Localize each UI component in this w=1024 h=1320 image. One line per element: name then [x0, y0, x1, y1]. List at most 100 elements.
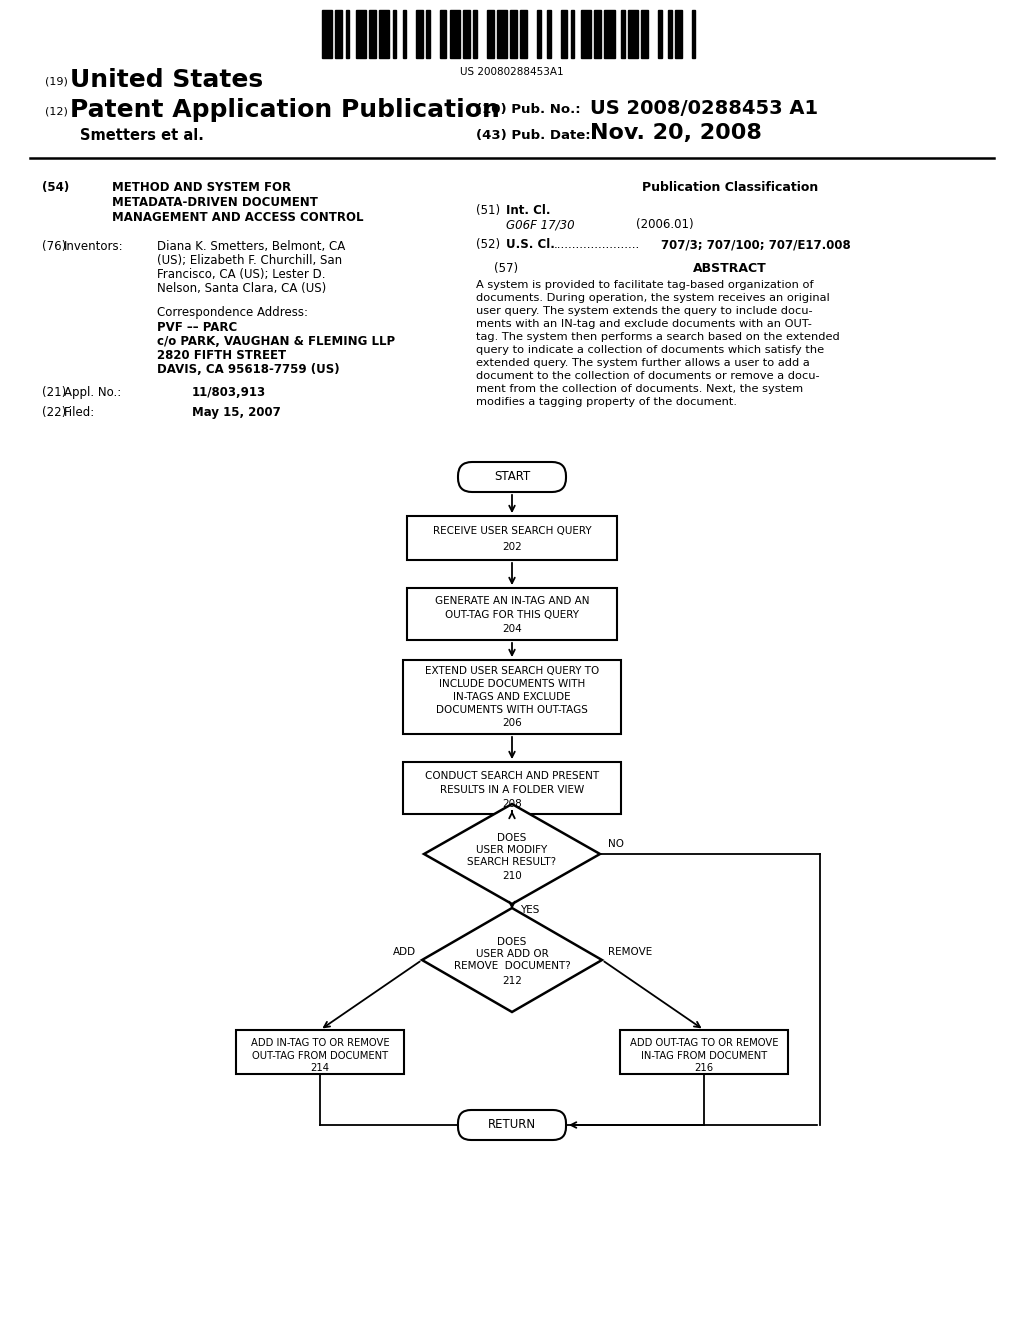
Text: .......................: ....................... [554, 238, 640, 251]
Text: 210: 210 [502, 871, 522, 880]
Text: 214: 214 [310, 1063, 330, 1073]
Text: ADD OUT-TAG TO OR REMOVE: ADD OUT-TAG TO OR REMOVE [630, 1038, 778, 1048]
Text: U.S. Cl.: U.S. Cl. [506, 238, 555, 251]
Text: US 20080288453A1: US 20080288453A1 [460, 67, 564, 77]
Bar [473, 11, 477, 58]
Bar [675, 11, 682, 58]
Text: ADD IN-TAG TO OR REMOVE: ADD IN-TAG TO OR REMOVE [251, 1038, 389, 1048]
Text: 212: 212 [502, 975, 522, 986]
Text: Diana K. Smetters, Belmont, CA: Diana K. Smetters, Belmont, CA [157, 240, 345, 253]
Text: NO: NO [608, 840, 624, 849]
Text: documents. During operation, the system receives an original: documents. During operation, the system … [476, 293, 829, 304]
Text: CONDUCT SEARCH AND PRESENT: CONDUCT SEARCH AND PRESENT [425, 771, 599, 781]
Bar [641, 11, 648, 58]
Bar [463, 11, 470, 58]
Bar [486, 11, 494, 58]
Text: (51): (51) [476, 205, 500, 216]
Text: MANAGEMENT AND ACCESS CONTROL: MANAGEMENT AND ACCESS CONTROL [112, 211, 364, 224]
Text: (10) Pub. No.:: (10) Pub. No.: [476, 103, 581, 116]
Text: OUT-TAG FROM DOCUMENT: OUT-TAG FROM DOCUMENT [252, 1051, 388, 1061]
Text: US 2008/0288453 A1: US 2008/0288453 A1 [590, 99, 818, 117]
Text: (52): (52) [476, 238, 500, 251]
Polygon shape [422, 908, 602, 1012]
Text: YES: YES [520, 906, 540, 915]
Text: INCLUDE DOCUMENTS WITH: INCLUDE DOCUMENTS WITH [439, 678, 585, 689]
Text: Int. Cl.: Int. Cl. [506, 205, 551, 216]
Bar [439, 11, 446, 58]
Bar [407, 587, 617, 640]
Text: DOES: DOES [498, 833, 526, 843]
Text: (2006.01): (2006.01) [636, 218, 693, 231]
Text: (19): (19) [45, 77, 68, 87]
Text: ments with an IN-tag and exclude documents with an OUT-: ments with an IN-tag and exclude documen… [476, 319, 812, 329]
Text: RESULTS IN A FOLDER VIEW: RESULTS IN A FOLDER VIEW [440, 785, 584, 795]
Text: Filed:: Filed: [63, 407, 95, 418]
Bar [658, 11, 662, 58]
Bar [345, 11, 349, 58]
Text: Correspondence Address:: Correspondence Address: [157, 306, 308, 319]
Text: ABSTRACT: ABSTRACT [693, 261, 767, 275]
Bar [379, 11, 389, 58]
Bar [403, 660, 621, 734]
Text: DOCUMENTS WITH OUT-TAGS: DOCUMENTS WITH OUT-TAGS [436, 705, 588, 715]
Text: (43) Pub. Date:: (43) Pub. Date: [476, 129, 591, 143]
Text: Publication Classification: Publication Classification [642, 181, 818, 194]
Text: 11/803,913: 11/803,913 [193, 385, 266, 399]
Text: query to indicate a collection of documents which satisfy the: query to indicate a collection of docume… [476, 345, 824, 355]
Bar [510, 11, 517, 58]
Bar [450, 11, 460, 58]
Bar [369, 11, 376, 58]
Bar [355, 11, 366, 58]
Bar [236, 1030, 404, 1074]
Text: ment from the collection of documents. Next, the system: ment from the collection of documents. N… [476, 384, 803, 393]
Text: 216: 216 [694, 1063, 714, 1073]
Bar [692, 11, 695, 58]
FancyBboxPatch shape [458, 462, 566, 492]
Bar [402, 11, 407, 58]
Bar [407, 516, 617, 560]
Text: (54): (54) [42, 181, 70, 194]
Text: USER MODIFY: USER MODIFY [476, 845, 548, 855]
Text: G06F 17/30: G06F 17/30 [506, 218, 574, 231]
Text: tag. The system then performs a search based on the extended: tag. The system then performs a search b… [476, 333, 840, 342]
Text: METADATA-DRIVEN DOCUMENT: METADATA-DRIVEN DOCUMENT [112, 195, 317, 209]
Text: modifies a tagging property of the document.: modifies a tagging property of the docum… [476, 397, 737, 407]
Text: IN-TAGS AND EXCLUDE: IN-TAGS AND EXCLUDE [454, 692, 570, 702]
Text: OUT-TAG FOR THIS QUERY: OUT-TAG FOR THIS QUERY [445, 610, 579, 620]
Bar [570, 11, 574, 58]
Bar [416, 11, 423, 58]
Bar [561, 11, 567, 58]
Bar [628, 11, 638, 58]
Text: REMOVE: REMOVE [608, 946, 652, 957]
Bar [547, 11, 551, 58]
Text: RETURN: RETURN [488, 1118, 536, 1131]
Text: GENERATE AN IN-TAG AND AN: GENERATE AN IN-TAG AND AN [435, 597, 589, 606]
Text: Nelson, Santa Clara, CA (US): Nelson, Santa Clara, CA (US) [157, 282, 327, 294]
Text: (US); Elizabeth F. Churchill, San: (US); Elizabeth F. Churchill, San [157, 253, 342, 267]
Text: START: START [494, 470, 530, 483]
Bar [426, 11, 430, 58]
Text: 2820 FIFTH STREET: 2820 FIFTH STREET [157, 348, 286, 362]
Bar [497, 11, 507, 58]
Text: SEARCH RESULT?: SEARCH RESULT? [467, 857, 557, 867]
Text: (12): (12) [45, 107, 68, 117]
Text: USER ADD OR: USER ADD OR [475, 949, 549, 960]
Text: 208: 208 [502, 799, 522, 809]
Text: document to the collection of documents or remove a docu-: document to the collection of documents … [476, 371, 819, 381]
Text: Nov. 20, 2008: Nov. 20, 2008 [590, 123, 762, 143]
Text: A system is provided to facilitate tag-based organization of: A system is provided to facilitate tag-b… [476, 280, 814, 290]
Text: (76): (76) [42, 240, 67, 253]
Text: Patent Application Publication: Patent Application Publication [70, 98, 500, 121]
FancyBboxPatch shape [458, 1110, 566, 1140]
Bar [669, 11, 672, 58]
Bar [520, 11, 527, 58]
Text: EXTEND USER SEARCH QUERY TO: EXTEND USER SEARCH QUERY TO [425, 667, 599, 676]
Polygon shape [424, 804, 600, 904]
Text: PVF –– PARC: PVF –– PARC [157, 321, 238, 334]
Text: METHOD AND SYSTEM FOR: METHOD AND SYSTEM FOR [112, 181, 291, 194]
Text: 206: 206 [502, 718, 522, 729]
Text: (21): (21) [42, 385, 67, 399]
Bar [538, 11, 541, 58]
Text: (57): (57) [494, 261, 518, 275]
Bar [622, 11, 625, 58]
